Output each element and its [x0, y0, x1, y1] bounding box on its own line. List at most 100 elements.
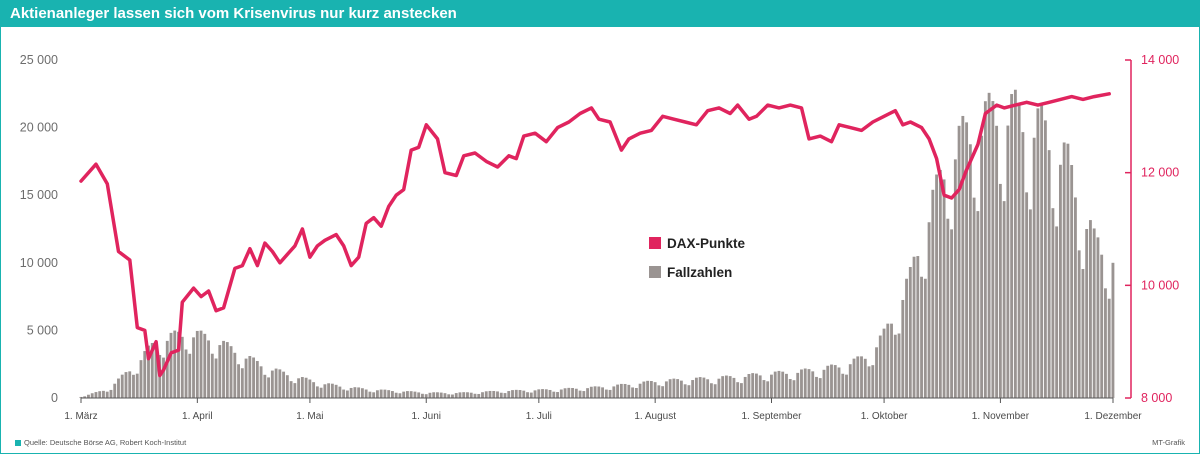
- case-bar: [766, 381, 770, 398]
- case-bar: [1040, 105, 1044, 398]
- case-bar: [1100, 254, 1104, 398]
- right-tick-label: 8 000: [1141, 391, 1172, 405]
- case-bar: [920, 276, 923, 398]
- chart-title: Aktienanleger lassen sich vom Krisenviru…: [10, 5, 457, 22]
- case-bar: [229, 346, 233, 398]
- x-tick-label: 1. November: [972, 411, 1030, 422]
- case-bar: [1055, 226, 1059, 398]
- case-bar: [312, 382, 316, 398]
- case-bar: [308, 379, 312, 398]
- case-bar: [773, 371, 777, 398]
- case-bar: [672, 378, 676, 398]
- case-bar: [1028, 209, 1032, 398]
- case-bar: [758, 375, 762, 398]
- case-bar: [1111, 262, 1115, 398]
- case-bar: [736, 382, 740, 398]
- dax-line-layer: [79, 92, 1111, 378]
- case-bar: [1096, 237, 1100, 398]
- case-bar: [781, 371, 785, 398]
- case-bar: [484, 391, 488, 398]
- case-bar: [631, 387, 635, 398]
- case-bar: [188, 353, 192, 398]
- case-bar: [747, 373, 751, 398]
- case-bar: [871, 365, 875, 398]
- case-bar: [514, 389, 518, 398]
- case-bar: [143, 351, 147, 398]
- case-bar: [511, 390, 514, 398]
- case-bar: [447, 394, 451, 398]
- case-bar: [255, 361, 259, 398]
- x-tick-label: 1. August: [634, 411, 676, 422]
- case-bar: [1010, 94, 1014, 399]
- case-bar: [627, 384, 631, 398]
- case-bar: [79, 396, 83, 398]
- case-bar: [466, 392, 469, 398]
- case-bar: [98, 391, 102, 398]
- case-bar: [199, 330, 203, 398]
- case-bar: [210, 353, 214, 398]
- case-bar: [349, 387, 353, 398]
- case-bar: [394, 392, 398, 398]
- case-bar: [1074, 197, 1077, 398]
- case-bar: [1066, 143, 1070, 398]
- case-bar: [102, 390, 105, 398]
- right-tick-label: 12 000: [1141, 166, 1179, 180]
- case-bar: [623, 383, 627, 398]
- case-bar: [507, 391, 511, 398]
- case-bar: [90, 393, 94, 398]
- case-bar: [567, 387, 571, 398]
- case-bar: [443, 393, 447, 398]
- case-bar: [248, 356, 252, 398]
- case-bar: [297, 378, 301, 398]
- x-tick-label: 1. Dezember: [1084, 411, 1142, 422]
- case-bar: [270, 370, 274, 398]
- case-bar: [406, 391, 409, 398]
- case-bar: [649, 381, 653, 398]
- case-bar: [601, 387, 604, 398]
- case-bar: [282, 371, 286, 398]
- case-bar: [574, 388, 578, 398]
- case-bar: [968, 144, 972, 398]
- case-bar: [469, 392, 473, 398]
- case-bar: [634, 387, 638, 398]
- case-bar: [285, 375, 289, 398]
- case-bar: [830, 364, 833, 398]
- case-bar: [691, 380, 695, 398]
- case-bar: [544, 389, 548, 398]
- case-bar: [863, 358, 867, 398]
- case-bar: [488, 390, 492, 398]
- case-bar: [237, 364, 240, 398]
- case-bar: [1092, 228, 1096, 398]
- case-bar: [368, 391, 372, 398]
- case-bar: [676, 379, 680, 398]
- case-bar: [803, 368, 807, 398]
- left-tick-label: 25 000: [20, 53, 58, 67]
- case-bar: [541, 389, 544, 398]
- case-bar: [1021, 132, 1025, 399]
- case-bar: [177, 331, 180, 398]
- case-bar: [323, 384, 327, 398]
- case-bar: [128, 371, 132, 398]
- case-bar: [147, 345, 150, 398]
- case-bar: [304, 377, 308, 398]
- case-bar: [135, 373, 139, 398]
- case-bar: [1077, 250, 1081, 398]
- case-bar: [890, 323, 893, 398]
- case-bar: [578, 390, 582, 398]
- case-bar: [387, 390, 391, 398]
- case-bar: [132, 374, 135, 398]
- case-bar: [327, 383, 331, 398]
- case-bar: [743, 376, 747, 398]
- case-bar: [139, 360, 143, 398]
- case-bar: [1058, 164, 1062, 398]
- case-bar: [717, 378, 721, 398]
- case-bar: [278, 369, 282, 398]
- case-bar: [721, 376, 725, 398]
- case-bar: [818, 378, 822, 398]
- case-bar: [417, 392, 421, 398]
- case-bar: [233, 352, 237, 398]
- case-bar: [811, 371, 815, 398]
- case-bar: [972, 197, 976, 398]
- case-bar: [740, 383, 743, 398]
- case-bar: [586, 388, 589, 398]
